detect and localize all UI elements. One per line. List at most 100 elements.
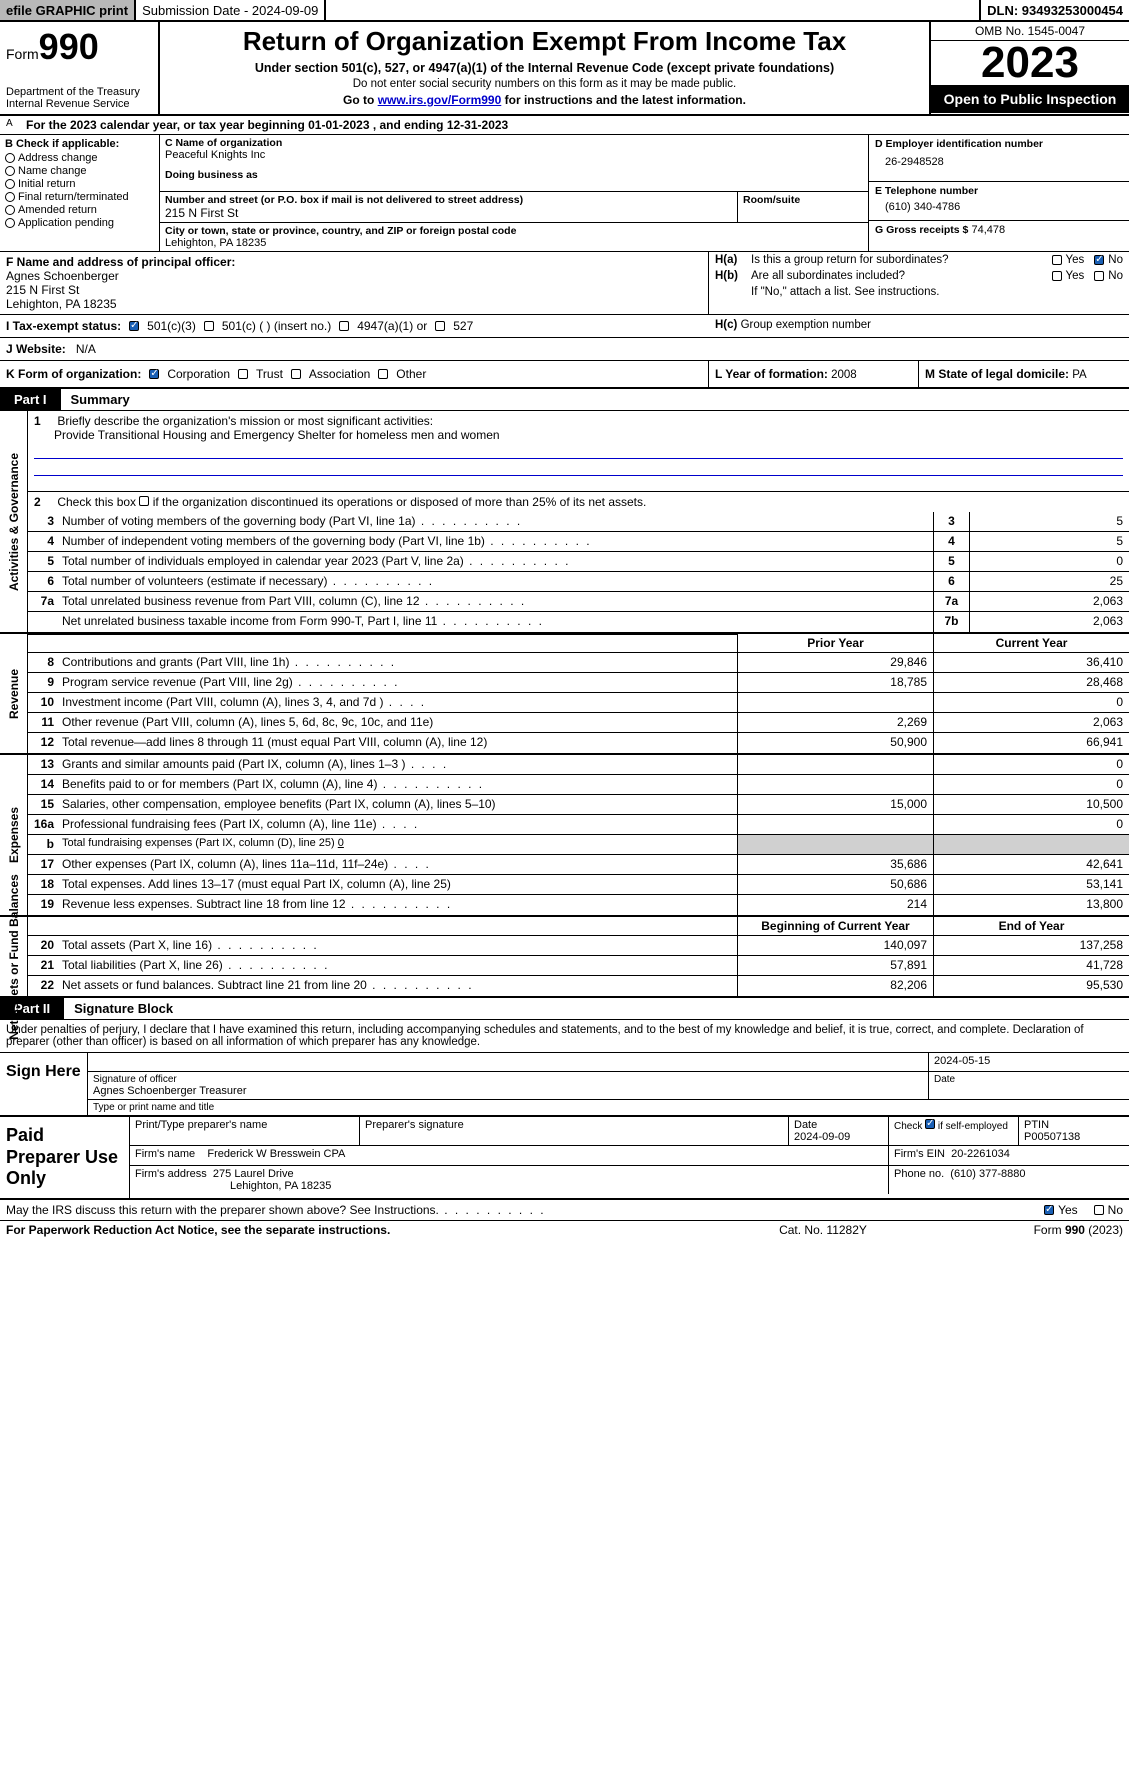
net-assets-vtab: Net Assets or Fund Balances [0,917,28,996]
expenses-vtab-label: Expenses [7,807,21,863]
hb-no-checkbox[interactable] [1094,271,1104,281]
signature-intro: Under penalties of perjury, I declare th… [0,1020,1129,1053]
efile-label: efile GRAPHIC print [0,0,136,20]
part-2-header: Part II Signature Block [0,998,1129,1020]
irs-label: Internal Revenue Service [6,98,152,110]
row-a-text: For the 2023 calendar year, or tax year … [26,118,508,132]
line-7b-desc: Net unrelated business taxable income fr… [58,612,933,632]
box-k: K Form of organization: Corporation Trus… [0,361,709,387]
form-footer-bold: 990 [1065,1223,1085,1237]
corporation-checkbox[interactable] [149,369,159,379]
line-19-num: 19 [28,895,58,915]
527-checkbox[interactable] [435,321,445,331]
dept-treasury: Department of the Treasury [6,86,152,98]
goto-line: Go to www.irs.gov/Form990 for instructio… [168,93,921,107]
line-12-desc: Total revenue—add lines 8 through 11 (mu… [58,733,737,753]
line-4-box: 4 [933,532,969,551]
line-11-num: 11 [28,713,58,732]
ha-yes-checkbox[interactable] [1052,255,1062,265]
line-4: 4 Number of independent voting members o… [28,532,1129,552]
501c3-checkbox[interactable] [129,321,139,331]
paid-preparer-label: Paid Preparer Use Only [0,1117,130,1198]
line-12-prior: 50,900 [737,733,933,753]
discuss-yes-checkbox[interactable] [1044,1205,1054,1215]
box-f: F Name and address of principal officer:… [0,252,709,314]
address-change-checkbox[interactable] [5,153,15,163]
line-7b-val: 2,063 [969,612,1129,632]
line-5: 5 Total number of individuals employed i… [28,552,1129,572]
line-14-desc: Benefits paid to or for members (Part IX… [58,775,737,794]
room-label: Room/suite [743,194,863,206]
phone-cell: E Telephone number (610) 340-4786 [869,182,1129,221]
line-9-current: 28,468 [933,673,1129,692]
line-7a-val: 2,063 [969,592,1129,611]
header-right: OMB No. 1545-0047 2023 Open to Public In… [929,22,1129,114]
line-3: 3 Number of voting members of the govern… [28,512,1129,532]
org-name-label: C Name of organization [165,137,863,149]
ha-no-checkbox[interactable] [1094,255,1104,265]
footer-row: For Paperwork Reduction Act Notice, see … [0,1221,1129,1239]
hc-text: Group exemption number [741,319,871,331]
final-return-checkbox[interactable] [5,192,15,202]
line-9-desc: Program service revenue (Part VIII, line… [58,673,737,692]
sig-row-1: 2024-05-15 [88,1053,1129,1072]
firm-address-row: Firm's address 275 Laurel Drive Lehighto… [130,1166,1129,1194]
street-value: 215 N First St [165,206,732,220]
firm-addr-2: Lehighton, PA 18235 [230,1180,331,1192]
application-pending-checkbox[interactable] [5,218,15,228]
line-17-prior: 35,686 [737,855,933,874]
line-11-prior: 2,269 [737,713,933,732]
sig-date-label: Date [934,1074,1124,1085]
name-change-checkbox[interactable] [5,166,15,176]
other-checkbox[interactable] [378,369,388,379]
irs-link[interactable]: www.irs.gov/Form990 [378,93,502,107]
officer-street: 215 N First St [6,283,702,297]
4947-label: 4947(a)(1) or [357,319,427,333]
line-16a-num: 16a [28,815,58,834]
discuss-text: May the IRS discuss this return with the… [6,1203,1044,1217]
prep-name-header: Print/Type preparer's name [130,1117,360,1145]
website-row: J Website: N/A [0,338,1129,361]
4947-checkbox[interactable] [339,321,349,331]
line-13-desc: Grants and similar amounts paid (Part IX… [58,755,737,774]
part-2-title: Signature Block [64,998,183,1019]
revenue-section: Revenue Prior Year Current Year 8 Contri… [0,634,1129,755]
tax-status-label: I Tax-exempt status: [6,319,121,333]
line-20-begin: 140,097 [737,936,933,955]
line-20-num: 20 [28,936,58,955]
discontinued-checkbox[interactable] [139,496,149,506]
form-number: Form990 [6,26,152,68]
self-employed-suffix: if self-employed [935,1121,1008,1132]
line-21-desc: Total liabilities (Part X, line 26) [58,956,737,975]
initial-return-label: Initial return [18,178,75,190]
trust-checkbox[interactable] [238,369,248,379]
association-label: Association [309,367,370,381]
line-2: 2 Check this box if the organization dis… [28,492,1129,512]
line-2-text: Check this box if the organization disco… [57,495,646,509]
governance-vtab: Activities & Governance [0,411,28,632]
line-11-current: 2,063 [933,713,1129,732]
firm-phone-label: Phone no. [894,1168,944,1180]
line-16a-prior [737,815,933,834]
h-b-row: H(b) Are all subordinates included? Yes … [709,268,1129,284]
association-checkbox[interactable] [291,369,301,379]
line-6: 6 Total number of volunteers (estimate i… [28,572,1129,592]
501c-checkbox[interactable] [204,321,214,331]
line-16b-prior [737,835,933,854]
discuss-no-checkbox[interactable] [1094,1205,1104,1215]
self-employed-checkbox[interactable] [925,1119,935,1129]
line-22: 22 Net assets or fund balances. Subtract… [28,976,1129,996]
org-name-cell: C Name of organization Peaceful Knights … [160,135,868,192]
initial-return-checkbox[interactable] [5,179,15,189]
discuss-no-label: No [1108,1203,1123,1217]
amended-return-checkbox[interactable] [5,205,15,215]
line-20-end: 137,258 [933,936,1129,955]
line-16a: 16a Professional fundraising fees (Part … [28,815,1129,835]
address-change-label: Address change [18,152,98,164]
governance-section: Activities & Governance 1 Briefly descri… [0,411,1129,634]
form-title: Return of Organization Exempt From Incom… [168,26,921,57]
form-prefix: Form [6,46,39,62]
hb-yes-checkbox[interactable] [1052,271,1062,281]
line-8-desc: Contributions and grants (Part VIII, lin… [58,653,737,672]
entity-info-row: B Check if applicable: Address change Na… [0,135,1129,252]
